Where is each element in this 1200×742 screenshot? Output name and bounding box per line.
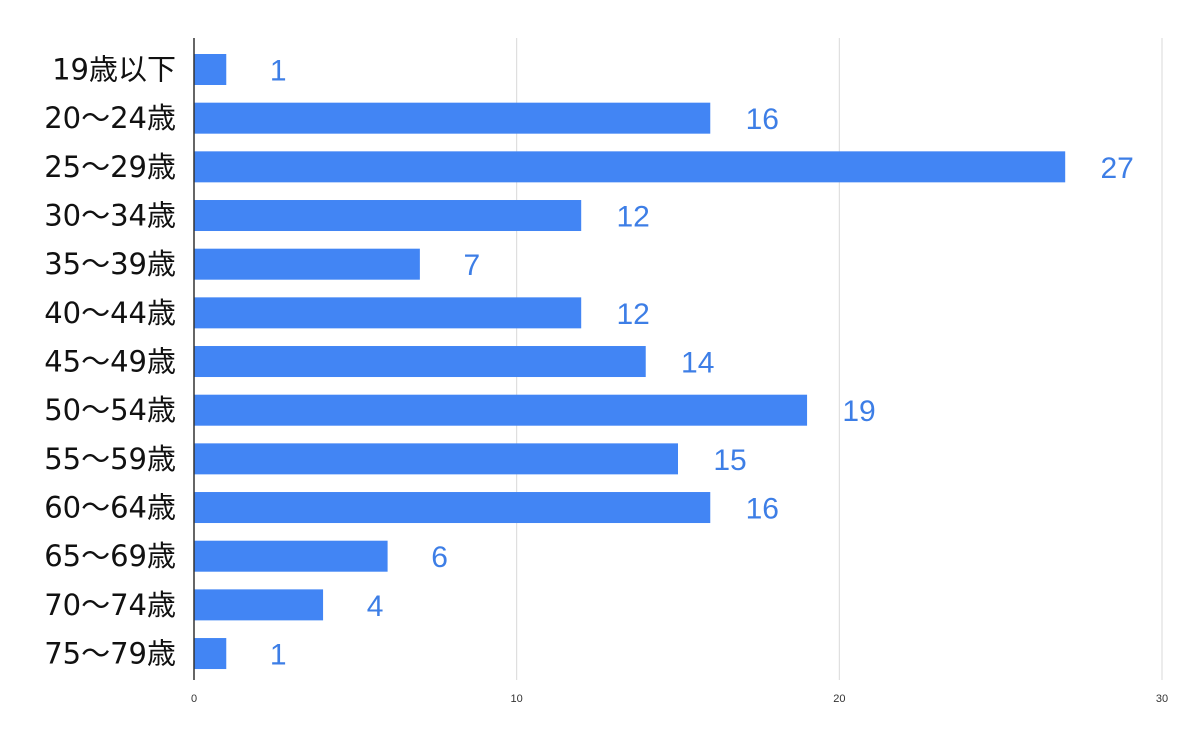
data-label: 1 [270, 639, 287, 672]
x-tick-label: 30 [1156, 693, 1168, 705]
data-label: 12 [617, 201, 650, 234]
category-label: 30〜34歳 [44, 199, 176, 233]
bar [194, 297, 582, 329]
category-label: 25〜29歳 [44, 150, 176, 184]
bar [194, 151, 1066, 183]
data-label: 14 [681, 347, 714, 380]
bar [194, 102, 711, 134]
category-label: 40〜44歳 [44, 296, 176, 330]
bars [194, 54, 1066, 670]
data-label: 12 [617, 298, 650, 331]
category-label: 50〜54歳 [44, 393, 176, 427]
bar [194, 540, 388, 572]
data-label: 27 [1101, 152, 1134, 185]
bar [194, 589, 324, 621]
category-label: 20〜24歳 [44, 101, 176, 135]
x-tick-label: 10 [511, 693, 523, 705]
category-label: 70〜74歳 [44, 588, 176, 622]
data-label: 7 [464, 249, 481, 282]
bar [194, 346, 646, 378]
category-label: 55〜59歳 [44, 442, 176, 476]
category-label: 35〜39歳 [44, 247, 176, 281]
category-label: 19歳以下 [52, 53, 176, 87]
data-label: 4 [367, 590, 384, 623]
bar [194, 443, 678, 475]
category-label: 65〜69歳 [44, 539, 176, 573]
category-label: 45〜49歳 [44, 345, 176, 379]
x-tick-label: 0 [191, 693, 197, 705]
data-label: 16 [746, 493, 779, 526]
data-label: 6 [431, 541, 448, 574]
bar [194, 638, 227, 670]
bar [194, 54, 227, 85]
data-label: 16 [746, 103, 779, 136]
category-label: 75〜79歳 [44, 637, 176, 671]
x-tick-label: 20 [833, 693, 845, 705]
bar [194, 492, 711, 524]
data-label: 15 [713, 444, 746, 477]
data-label: 19 [842, 395, 875, 428]
bar [194, 394, 808, 426]
data-label: 1 [270, 55, 287, 88]
bar [194, 200, 582, 232]
category-label: 60〜64歳 [44, 491, 176, 525]
bar [194, 248, 420, 280]
